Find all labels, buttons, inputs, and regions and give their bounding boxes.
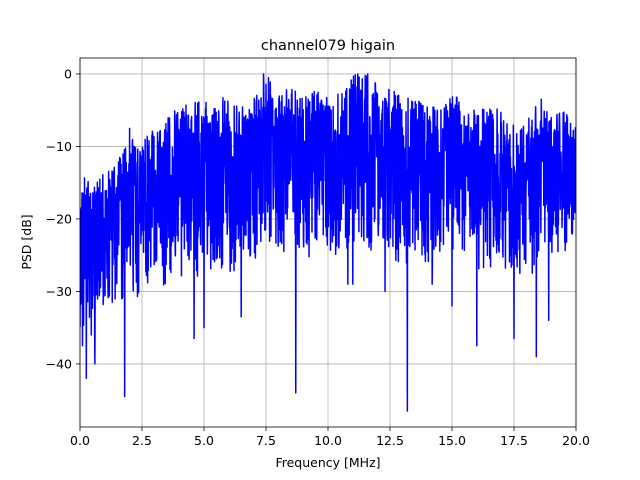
y-axis-label: PSD [dB] — [19, 214, 34, 269]
x-tick-label: 12.5 — [376, 433, 404, 448]
x-tick-label: 20.0 — [562, 433, 590, 448]
y-tick-label: −20 — [46, 211, 72, 226]
y-axis-ticks: −40 −30 −20 −10 0 — [46, 66, 80, 371]
x-tick-label: 7.5 — [256, 433, 276, 448]
x-tick-label: 15.0 — [438, 433, 466, 448]
y-tick-label: 0 — [64, 66, 72, 81]
x-tick-label: 0.0 — [70, 433, 90, 448]
x-tick-label: 17.5 — [500, 433, 528, 448]
series-layer — [80, 73, 576, 412]
x-axis-ticks: 0.0 2.5 5.0 7.5 10.0 12.5 15.0 17.5 20.0 — [70, 427, 590, 448]
x-tick-label: 10.0 — [314, 433, 342, 448]
chart-title: channel079 higain — [261, 38, 395, 54]
psd-series-line — [80, 73, 576, 412]
y-tick-label: −10 — [46, 139, 72, 154]
y-tick-label: −40 — [46, 356, 72, 371]
x-tick-label: 2.5 — [132, 433, 152, 448]
x-axis-label: Frequency [MHz] — [275, 455, 380, 470]
x-tick-label: 5.0 — [194, 433, 214, 448]
y-tick-label: −30 — [46, 284, 72, 299]
